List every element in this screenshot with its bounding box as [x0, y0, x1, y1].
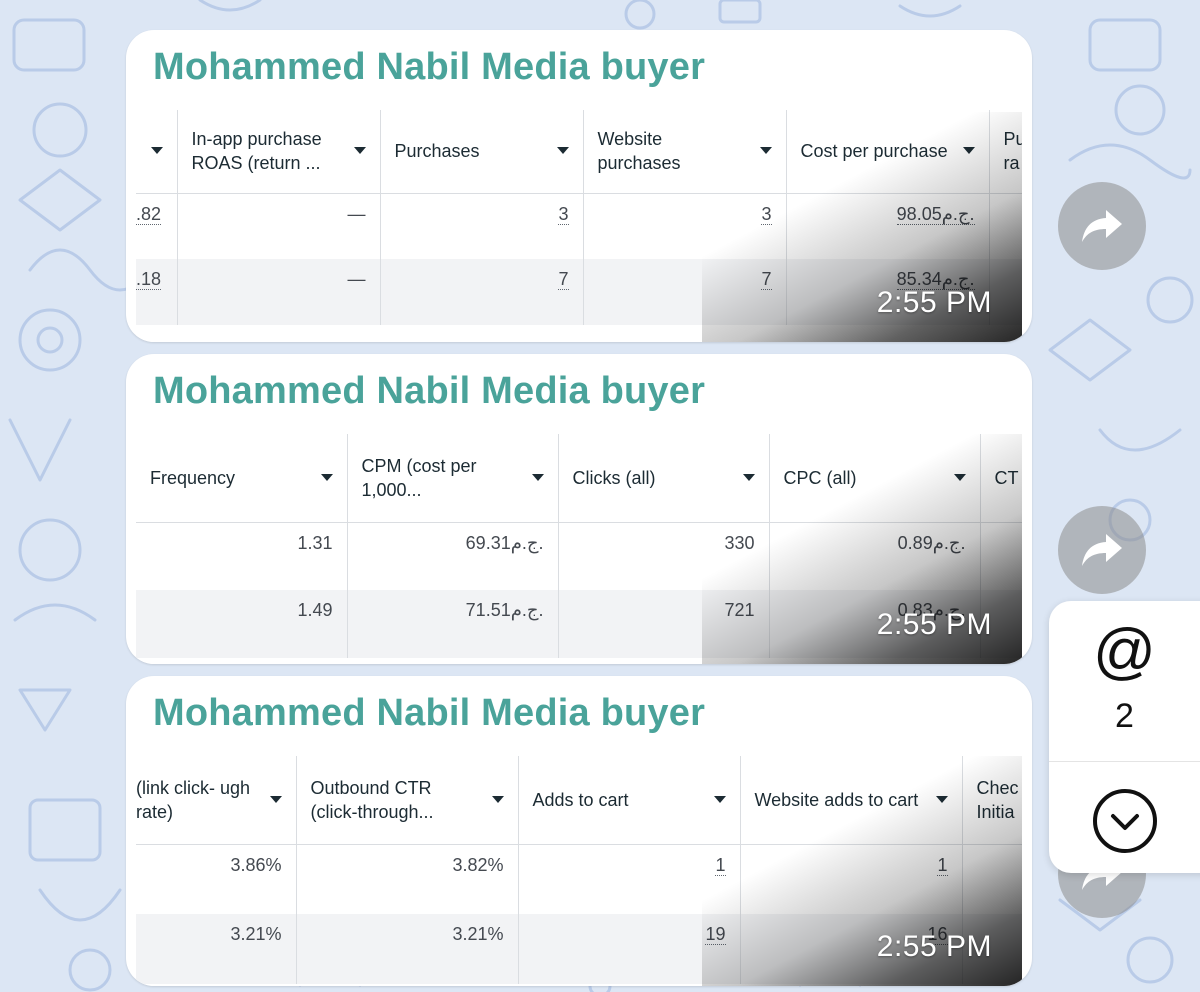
table-cell: 721 [558, 590, 770, 658]
sort-arrow-icon [353, 147, 366, 155]
column-header: Clicks (all) [558, 434, 770, 523]
column-header: CT [980, 434, 1022, 523]
table-cell: 1 [715, 854, 726, 876]
table-cell: 330 [558, 522, 770, 590]
sort-arrow-icon [935, 795, 948, 803]
table-cell: 19 [705, 924, 726, 945]
table-cell: 3 [558, 203, 569, 225]
message-time: 2:55 PM [876, 608, 992, 641]
mention-count: 2 [1115, 697, 1134, 735]
message-bubble-3[interactable]: Mohammed Nabil Media buyer (link click- … [126, 676, 1032, 986]
table-cell [989, 259, 1022, 325]
screenshot-image[interactable]: In-app purchase ROAS (return ... Purchas… [136, 110, 1022, 342]
column-header: Outbound CTR (click-through... [296, 756, 519, 845]
sender-name[interactable]: Mohammed Nabil Media buyer [153, 692, 706, 734]
table-cell: 3 [761, 203, 772, 225]
table-cell: 98.05ج.م. [896, 203, 975, 225]
column-header: Purchases [380, 110, 584, 194]
table-row: .82 — 3 3 98.05ج.م. [136, 193, 1022, 259]
message-time: 2:55 PM [876, 286, 992, 319]
table-row: 1.31 69.31ج.م. 330 0.89ج.م. [136, 522, 1022, 590]
column-header: CPC (all) [769, 434, 981, 523]
screenshot-image[interactable]: (link click- ugh rate) Outbound CTR (cli… [136, 756, 1022, 986]
table-row: 3.86% 3.82% 1 1 [136, 844, 1022, 914]
mentions-button[interactable]: @ 2 [1049, 601, 1200, 762]
table-cell: 71.51ج.م. [347, 590, 559, 658]
sort-arrow-icon [320, 473, 333, 481]
message-time: 2:55 PM [876, 930, 992, 963]
table-cell [980, 522, 1022, 590]
sender-name[interactable]: Mohammed Nabil Media buyer [153, 370, 706, 412]
at-sign-icon: @ [1093, 617, 1156, 686]
sort-arrow-icon [759, 147, 772, 155]
table-cell: 3.86% [136, 844, 297, 914]
table-cell: .82 [136, 203, 162, 225]
sort-arrow-icon [150, 147, 163, 155]
screenshot-image[interactable]: Frequency CPM (cost per 1,000... Clicks … [136, 434, 1022, 664]
column-header: Adds to cart [518, 756, 741, 845]
table-cell: 3.21% [136, 914, 297, 984]
table-cell: 7 [761, 269, 772, 290]
forward-arrow-icon [1082, 534, 1122, 566]
table-cell: 69.31ج.م. [347, 522, 559, 590]
column-header: CPM (cost per 1,000... [347, 434, 559, 523]
column-header [136, 110, 178, 194]
message-bubble-2[interactable]: Mohammed Nabil Media buyer Frequency CPM… [126, 354, 1032, 664]
column-header: In-app purchase ROAS (return ... [177, 110, 381, 194]
column-header: Chec Initia [962, 756, 1022, 845]
forward-button[interactable] [1058, 182, 1146, 270]
table-cell: 3.21% [296, 914, 519, 984]
column-header: Pu ra [989, 110, 1022, 194]
table-cell: — [177, 259, 381, 325]
table-cell: 1.49 [136, 590, 348, 658]
table-cell: — [177, 193, 381, 259]
forward-arrow-icon [1082, 210, 1122, 242]
chevron-down-circle-icon [1093, 789, 1157, 853]
column-header: Cost per purchase [786, 110, 990, 194]
table-cell: 1.31 [136, 522, 348, 590]
table-cell [962, 844, 1022, 914]
table-cell: 0.89ج.م. [769, 522, 981, 590]
column-header: (link click- ugh rate) [136, 756, 297, 845]
side-panel: @ 2 [1049, 601, 1200, 873]
table-cell: .18 [136, 269, 162, 290]
scroll-down-button[interactable] [1091, 787, 1159, 855]
column-header: Frequency [136, 434, 348, 523]
sort-arrow-icon [713, 795, 726, 803]
sort-arrow-icon [556, 147, 569, 155]
sort-arrow-icon [742, 473, 755, 481]
sort-arrow-icon [962, 147, 975, 155]
sort-arrow-icon [953, 473, 966, 481]
sort-arrow-icon [491, 795, 504, 803]
table-cell: 3.82% [296, 844, 519, 914]
table-cell: 1 [937, 854, 948, 876]
column-header: Website adds to cart [740, 756, 963, 845]
message-bubble-1[interactable]: Mohammed Nabil Media buyer In-app purcha… [126, 30, 1032, 342]
sort-arrow-icon [531, 473, 544, 481]
column-header: Website purchases [583, 110, 787, 194]
table-cell: 7 [558, 269, 569, 290]
sort-arrow-icon [269, 795, 282, 803]
table-cell [989, 193, 1022, 259]
sender-name[interactable]: Mohammed Nabil Media buyer [153, 46, 706, 88]
forward-button[interactable] [1058, 506, 1146, 594]
